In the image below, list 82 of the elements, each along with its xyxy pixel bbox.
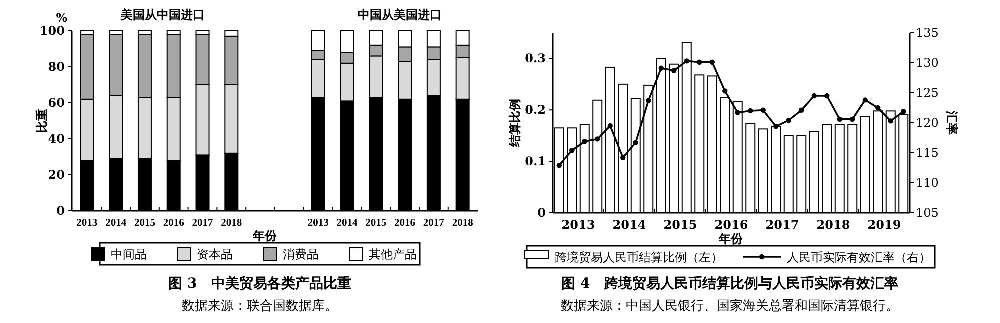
point (595, 136, 600, 142)
text: 图 4 跨境贸易人民币结算比例与人民币实际有效汇率 (562, 275, 898, 292)
legend-label: 中间品 (111, 248, 147, 262)
point (901, 109, 906, 114)
point (684, 58, 690, 64)
point (774, 124, 779, 130)
x-tick-label: 2017 (192, 218, 214, 229)
x-tick-label: 2017 (766, 218, 800, 232)
y-tick-label: 0.3 (525, 52, 546, 66)
point (620, 155, 626, 160)
y-tick-label: 0 (56, 204, 65, 218)
x-tick-label: 2015 (366, 218, 387, 229)
y-tick-label: 0 (538, 206, 546, 220)
point (646, 98, 652, 104)
x-tick-label: 2013 (76, 218, 98, 229)
point (570, 148, 575, 154)
x-tick-label: 2015 (664, 218, 698, 232)
y-tick-label: 0.1 (525, 154, 546, 169)
text: 图 3 中美贸易各类产品比重 (168, 275, 352, 292)
legend-label: 消费品 (283, 248, 319, 262)
legend-label: 人民币实际有效汇率（右） (787, 250, 931, 264)
x-tick-label: 2019 (868, 218, 902, 232)
y-tick-label: 80 (48, 60, 65, 74)
x-tick-label: 2014 (336, 218, 358, 229)
point (672, 68, 677, 74)
y2-tick-label: 115 (916, 146, 939, 160)
y-axis-title: 结算比例 (508, 99, 522, 148)
point (697, 60, 702, 65)
x-tick-label: 2013 (308, 218, 329, 229)
point (658, 66, 664, 71)
legend-label: 其他产品 (369, 248, 417, 262)
y2-tick-label: 105 (916, 206, 939, 220)
point (876, 105, 881, 111)
x-tick-label: 2018 (816, 218, 850, 232)
source-note: 数据来源：联合国数据库。 (182, 299, 338, 314)
y-tick-label: 100 (40, 24, 65, 38)
text: % (56, 11, 68, 25)
y2-tick-label: 120 (916, 116, 939, 130)
y-tick-label: 40 (48, 132, 65, 146)
point (735, 110, 740, 116)
y2-tick-label: 125 (916, 86, 939, 100)
x-tick-label: 2015 (134, 218, 156, 229)
x-tick-label: 2017 (423, 218, 444, 229)
point (556, 163, 562, 168)
y-tick-label: 0.2 (525, 103, 546, 118)
legend-label: 资本品 (197, 248, 233, 262)
x-tick-label: 2016 (714, 218, 748, 232)
y-axis-title: 比重 (35, 109, 49, 133)
y2-axis-title: 汇率 (945, 110, 959, 135)
y2-tick-label: 130 (916, 56, 939, 70)
point (748, 108, 754, 114)
point (760, 108, 766, 113)
text: 美国从中国进口 (120, 8, 205, 22)
x-tick-label: 2014 (106, 218, 128, 229)
point (812, 93, 817, 99)
point (888, 118, 894, 124)
legend-label: 跨境贸易人民币结算比例（左） (555, 250, 723, 264)
y-tick-label: 20 (48, 168, 65, 182)
x-axis-title: 年份 (718, 232, 744, 246)
point (633, 140, 638, 146)
point (862, 98, 868, 103)
x-tick-label: 2013 (562, 218, 596, 232)
x-tick-label: 2016 (394, 218, 416, 229)
y-tick-label: 60 (48, 96, 65, 110)
x-tick-label: 2018 (452, 218, 474, 229)
source-note: 数据来源：中国人民银行、国家海关总署和国际清算银行。 (561, 298, 899, 314)
y2-tick-label: 135 (916, 26, 939, 40)
point (710, 60, 715, 65)
text: 中国从美国进口 (358, 8, 442, 22)
x-tick-label: 2016 (163, 218, 184, 229)
point (722, 88, 728, 94)
point (799, 108, 804, 113)
point (608, 123, 613, 129)
point (786, 118, 792, 124)
point (850, 116, 856, 122)
x-tick-label: 2018 (221, 218, 242, 229)
x-tick-label: 2014 (612, 218, 646, 232)
x-axis-title: 年份 (252, 229, 278, 243)
y2-tick-label: 110 (916, 176, 939, 190)
point (824, 93, 830, 99)
point (837, 116, 842, 122)
point (582, 139, 588, 144)
